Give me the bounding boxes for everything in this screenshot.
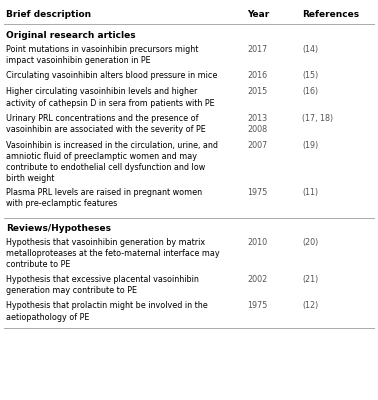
Text: Brief description: Brief description xyxy=(6,10,91,19)
Text: Circulating vasoinhibin alters blood pressure in mice: Circulating vasoinhibin alters blood pre… xyxy=(6,71,217,80)
Text: Point mutations in vasoinhibin precursors might
impact vasoinhibin generation in: Point mutations in vasoinhibin precursor… xyxy=(6,45,198,65)
Text: Plasma PRL levels are raised in pregnant women
with pre-eclamptic features: Plasma PRL levels are raised in pregnant… xyxy=(6,188,202,208)
Text: Year: Year xyxy=(248,10,270,19)
Text: Hypothesis that vasoinhibin generation by matrix
metalloproteases at the feto-ma: Hypothesis that vasoinhibin generation b… xyxy=(6,238,219,269)
Text: Urinary PRL concentrations and the presence of
vasoinhibin are associated with t: Urinary PRL concentrations and the prese… xyxy=(6,114,205,134)
Text: (20): (20) xyxy=(302,238,319,247)
Text: 2013
2008: 2013 2008 xyxy=(248,114,268,134)
Text: Reviews/Hypotheses: Reviews/Hypotheses xyxy=(6,224,111,233)
Text: 1975: 1975 xyxy=(248,188,268,197)
Text: 2015: 2015 xyxy=(248,88,268,96)
Text: 2010: 2010 xyxy=(248,238,268,247)
Text: References: References xyxy=(302,10,359,19)
Text: Hypothesis that prolactin might be involved in the
aetiopathology of PE: Hypothesis that prolactin might be invol… xyxy=(6,302,208,322)
Text: Vasoinhibin is increased in the circulation, urine, and
amniotic fluid of preecl: Vasoinhibin is increased in the circulat… xyxy=(6,141,218,183)
Text: 2007: 2007 xyxy=(248,141,268,150)
Text: (12): (12) xyxy=(302,302,319,310)
Text: Hypothesis that excessive placental vasoinhibin
generation may contribute to PE: Hypothesis that excessive placental vaso… xyxy=(6,275,198,295)
Text: Higher circulating vasoinhibin levels and higher
activity of cathepsin D in sera: Higher circulating vasoinhibin levels an… xyxy=(6,88,214,108)
Text: (11): (11) xyxy=(302,188,319,197)
Text: (21): (21) xyxy=(302,275,319,284)
Text: Original research articles: Original research articles xyxy=(6,31,135,40)
Text: 2016: 2016 xyxy=(248,71,268,80)
Text: (17, 18): (17, 18) xyxy=(302,114,333,123)
Text: 2002: 2002 xyxy=(248,275,268,284)
Text: (15): (15) xyxy=(302,71,319,80)
Text: (19): (19) xyxy=(302,141,319,150)
Text: 2017: 2017 xyxy=(248,45,268,54)
Text: (14): (14) xyxy=(302,45,319,54)
Text: 1975: 1975 xyxy=(248,302,268,310)
Text: (16): (16) xyxy=(302,88,319,96)
